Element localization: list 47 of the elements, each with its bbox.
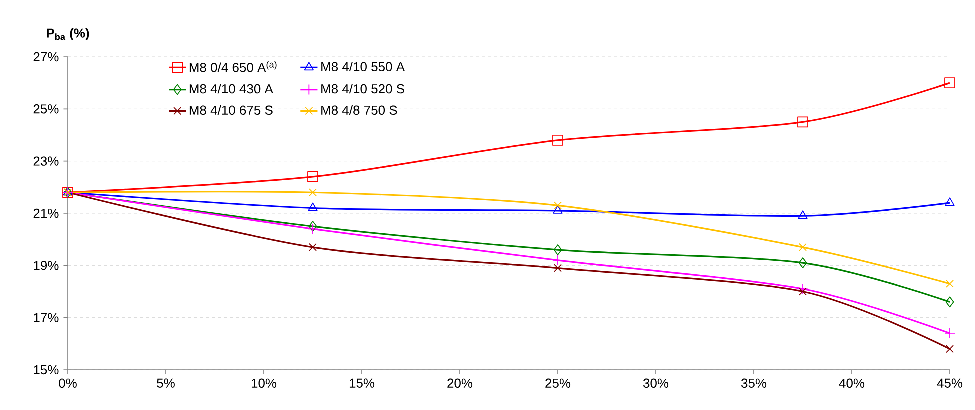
point bbox=[554, 244, 562, 256]
x-tick-label: 20% bbox=[448, 378, 473, 388]
legend-label: M8 0/4 650 A$^{(a)}$ bbox=[190, 61, 277, 72]
legend-label: M8 4/10 520 S bbox=[322, 84, 404, 94]
point bbox=[798, 210, 808, 220]
x-tick-label: 0% bbox=[59, 378, 77, 388]
point bbox=[944, 78, 956, 89]
x-tick-label: 25% bbox=[546, 378, 571, 388]
point bbox=[946, 345, 954, 354]
legend-label: M8 4/8 750 S bbox=[322, 105, 398, 116]
point bbox=[799, 243, 807, 252]
point bbox=[308, 224, 318, 235]
point bbox=[554, 264, 562, 272]
point bbox=[553, 205, 563, 214]
x-tick-label: 5% bbox=[157, 378, 175, 388]
y-tick-label: 21% bbox=[34, 208, 59, 218]
point bbox=[308, 172, 318, 182]
x-tick-label: 35% bbox=[741, 378, 767, 388]
point bbox=[554, 202, 562, 210]
x-tick-label: 15% bbox=[350, 378, 375, 388]
point bbox=[308, 221, 318, 232]
y-tick-label: 17% bbox=[34, 313, 59, 322]
point bbox=[798, 284, 808, 295]
point bbox=[798, 258, 808, 269]
y-tick-label: 19% bbox=[34, 261, 59, 270]
point bbox=[308, 202, 318, 212]
legend-label: M8 4/10 550 A bbox=[322, 62, 406, 72]
point bbox=[944, 328, 956, 339]
y-tick-label: 25% bbox=[34, 104, 59, 114]
y-tick-label: 15% bbox=[34, 365, 59, 375]
x-tick-label: 40% bbox=[839, 378, 865, 388]
point bbox=[799, 288, 807, 296]
point bbox=[309, 188, 317, 197]
point bbox=[945, 198, 955, 206]
y-tick-label: 23% bbox=[34, 156, 59, 166]
legend-label: M8 4/10 430 A bbox=[190, 84, 274, 94]
y-axis-title: P$_{ba}$ (%) bbox=[47, 28, 90, 40]
point bbox=[309, 243, 317, 252]
x-tick-label: 30% bbox=[643, 378, 669, 388]
point bbox=[552, 135, 564, 146]
legend-label: M8 4/10 675 S bbox=[190, 105, 273, 116]
x-tick-label: 45% bbox=[937, 378, 963, 388]
y-tick-label: 27% bbox=[34, 52, 59, 62]
point bbox=[946, 296, 954, 308]
x-tick-label: 10% bbox=[252, 378, 277, 388]
point bbox=[798, 116, 808, 128]
point bbox=[946, 280, 954, 288]
